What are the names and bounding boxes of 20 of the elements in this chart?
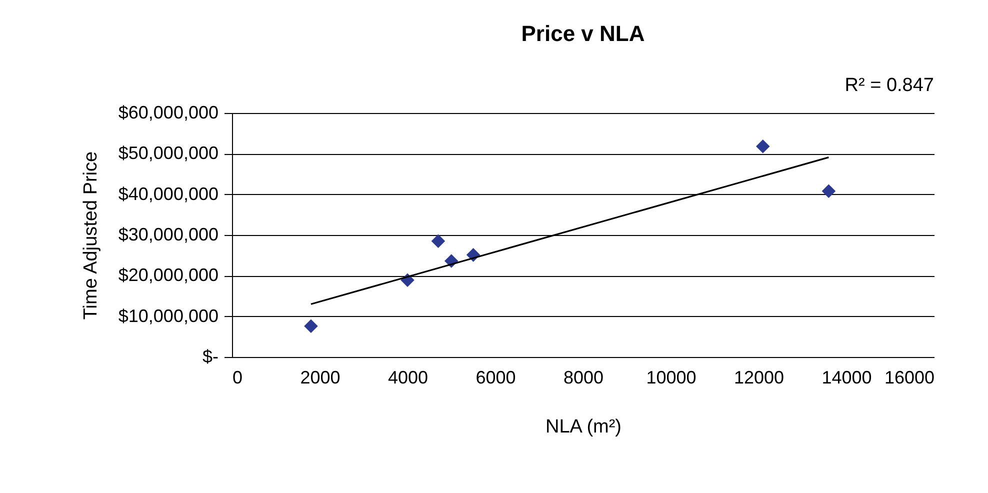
x-tick-label: 0 (232, 368, 243, 388)
text: R² = 0.847 (844, 75, 934, 96)
x-tick-label: 6000 (476, 368, 516, 388)
y-tick-label: $20,000,000 (118, 265, 218, 286)
x-tick-label: 10000 (646, 368, 696, 388)
y-axis-title: Time Adjusted Price (80, 151, 102, 320)
x-tick-label: 4000 (388, 368, 428, 388)
y-tick-label: $30,000,000 (118, 224, 218, 244)
y-tick-label: $60,000,000 (118, 102, 218, 122)
y-tick-label: $50,000,000 (118, 143, 218, 164)
x-axis-title: NLA (m²) (546, 416, 622, 438)
x-tick-label: 8000 (563, 368, 604, 388)
x-tick-label: 16000 (884, 368, 934, 388)
y-tick-label: $- (202, 346, 218, 366)
y-tick-label: $40,000,000 (118, 184, 218, 204)
x-tick-label: 14000 (822, 368, 872, 388)
y-tick-label: $10,000,000 (118, 306, 218, 326)
chart-title: Price v NLA (521, 21, 645, 46)
x-tick-label: 12000 (734, 368, 784, 388)
x-tick-label: 2000 (300, 368, 340, 388)
